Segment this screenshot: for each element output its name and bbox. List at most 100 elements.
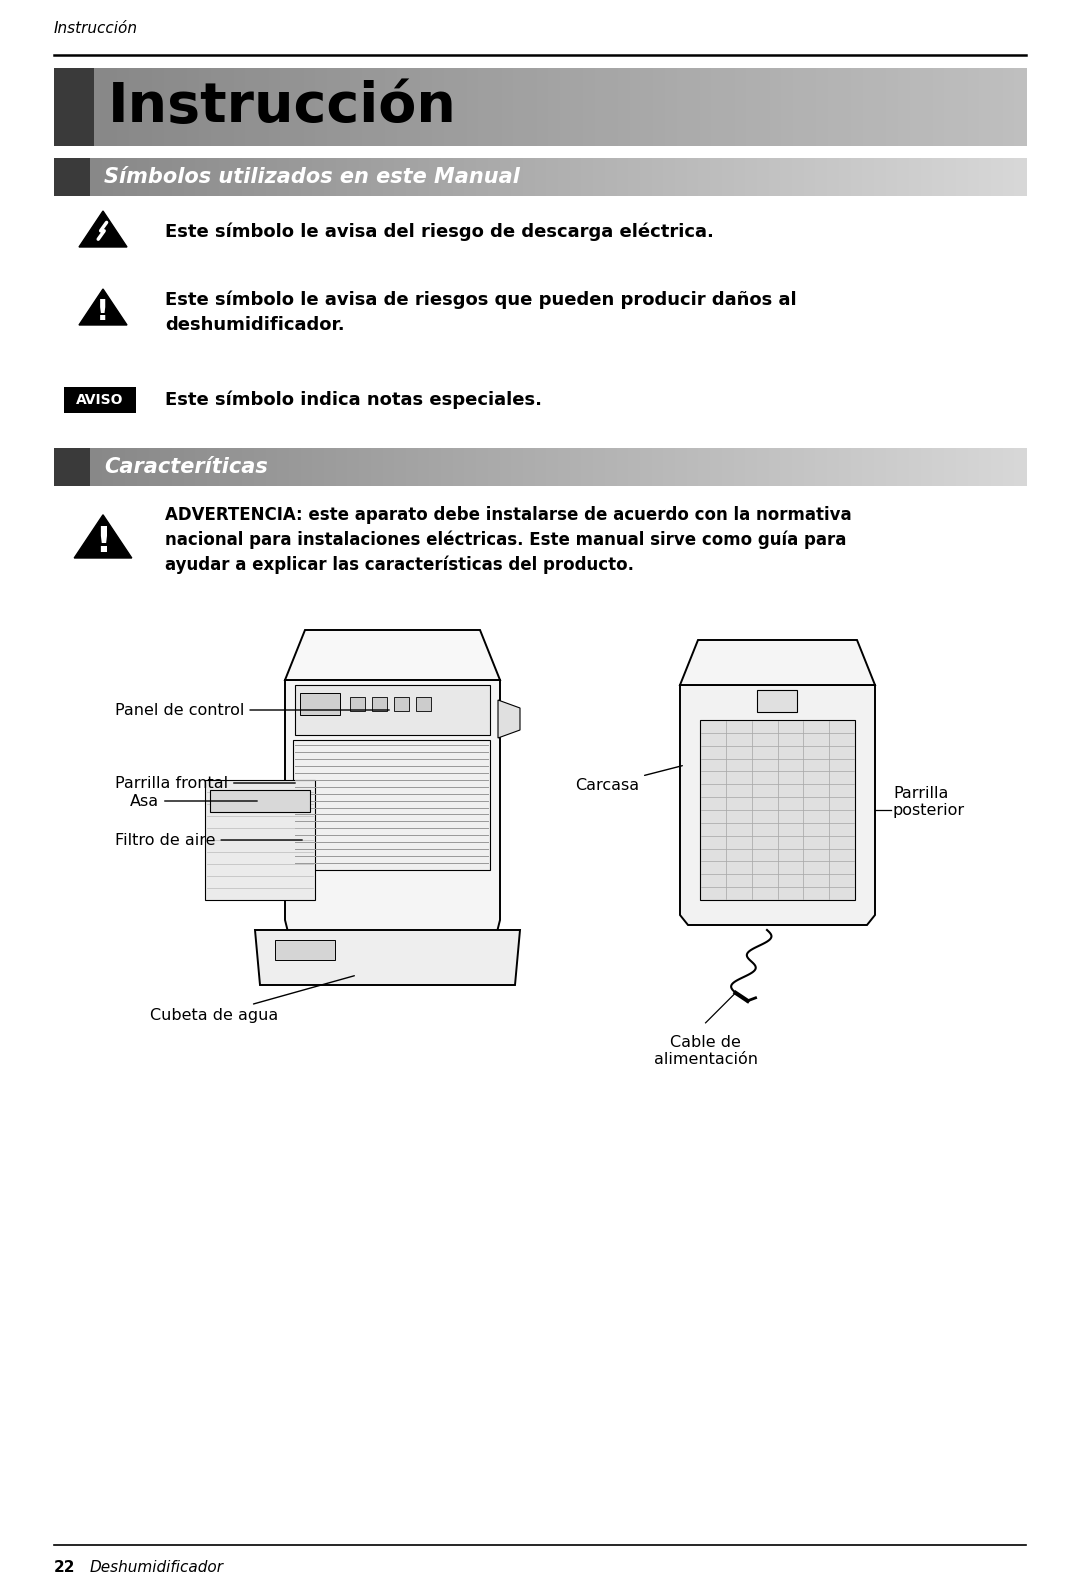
FancyBboxPatch shape — [125, 158, 138, 196]
FancyBboxPatch shape — [792, 448, 805, 486]
FancyBboxPatch shape — [278, 158, 289, 196]
FancyBboxPatch shape — [222, 68, 234, 146]
Text: deshumidificador.: deshumidificador. — [165, 317, 345, 334]
FancyBboxPatch shape — [476, 448, 489, 486]
FancyBboxPatch shape — [617, 448, 630, 486]
FancyBboxPatch shape — [863, 68, 876, 146]
Polygon shape — [79, 211, 127, 247]
FancyBboxPatch shape — [218, 448, 231, 486]
Polygon shape — [205, 780, 315, 901]
FancyBboxPatch shape — [137, 158, 149, 196]
FancyBboxPatch shape — [642, 68, 654, 146]
Polygon shape — [498, 700, 519, 738]
FancyBboxPatch shape — [639, 158, 652, 196]
FancyBboxPatch shape — [218, 158, 231, 196]
FancyBboxPatch shape — [897, 68, 910, 146]
FancyBboxPatch shape — [211, 68, 224, 146]
FancyBboxPatch shape — [733, 448, 746, 486]
FancyBboxPatch shape — [511, 158, 524, 196]
FancyBboxPatch shape — [549, 68, 561, 146]
FancyBboxPatch shape — [444, 68, 456, 146]
Polygon shape — [285, 681, 500, 940]
FancyBboxPatch shape — [1002, 158, 1015, 196]
FancyBboxPatch shape — [488, 448, 500, 486]
FancyBboxPatch shape — [897, 448, 910, 486]
FancyBboxPatch shape — [816, 68, 829, 146]
FancyBboxPatch shape — [581, 448, 594, 486]
FancyBboxPatch shape — [195, 448, 208, 486]
FancyBboxPatch shape — [118, 68, 130, 146]
FancyBboxPatch shape — [780, 448, 793, 486]
Text: Deshumidificador: Deshumidificador — [90, 1559, 224, 1575]
FancyBboxPatch shape — [933, 68, 945, 146]
Text: Cubeta de agua: Cubeta de agua — [150, 975, 354, 1023]
Text: ayudar a explicar las características del producto.: ayudar a explicar las características de… — [165, 556, 634, 575]
FancyBboxPatch shape — [781, 68, 794, 146]
FancyBboxPatch shape — [129, 68, 141, 146]
FancyBboxPatch shape — [617, 158, 630, 196]
Text: !: ! — [96, 298, 110, 326]
FancyBboxPatch shape — [160, 448, 173, 486]
FancyBboxPatch shape — [839, 68, 852, 146]
Text: Instrucción: Instrucción — [108, 81, 457, 135]
Text: Cable de
alimentación: Cable de alimentación — [653, 1035, 757, 1067]
Polygon shape — [275, 940, 335, 959]
FancyBboxPatch shape — [137, 448, 149, 486]
FancyBboxPatch shape — [968, 448, 981, 486]
Text: 22: 22 — [54, 1559, 76, 1575]
FancyBboxPatch shape — [980, 158, 991, 196]
FancyBboxPatch shape — [991, 158, 1003, 196]
FancyBboxPatch shape — [54, 68, 94, 146]
FancyBboxPatch shape — [172, 158, 185, 196]
Polygon shape — [210, 790, 310, 812]
Text: Carcasa: Carcasa — [575, 766, 683, 793]
FancyBboxPatch shape — [980, 448, 991, 486]
FancyBboxPatch shape — [851, 68, 864, 146]
FancyBboxPatch shape — [724, 68, 735, 146]
FancyBboxPatch shape — [991, 448, 1003, 486]
FancyBboxPatch shape — [416, 697, 431, 711]
FancyBboxPatch shape — [639, 448, 652, 486]
Text: nacional para instalaciones eléctricas. Este manual sirve como guía para: nacional para instalaciones eléctricas. … — [165, 530, 847, 549]
FancyBboxPatch shape — [839, 158, 851, 196]
FancyBboxPatch shape — [94, 68, 107, 146]
FancyBboxPatch shape — [453, 158, 465, 196]
FancyBboxPatch shape — [382, 158, 395, 196]
FancyBboxPatch shape — [804, 158, 816, 196]
FancyBboxPatch shape — [675, 158, 688, 196]
FancyBboxPatch shape — [408, 68, 421, 146]
FancyBboxPatch shape — [687, 448, 700, 486]
FancyBboxPatch shape — [160, 158, 173, 196]
FancyBboxPatch shape — [315, 68, 328, 146]
FancyBboxPatch shape — [453, 448, 465, 486]
FancyBboxPatch shape — [887, 68, 899, 146]
FancyBboxPatch shape — [675, 448, 688, 486]
FancyBboxPatch shape — [348, 448, 360, 486]
FancyBboxPatch shape — [535, 448, 548, 486]
FancyBboxPatch shape — [172, 448, 185, 486]
FancyBboxPatch shape — [359, 158, 372, 196]
FancyBboxPatch shape — [245, 68, 258, 146]
FancyBboxPatch shape — [687, 158, 700, 196]
FancyBboxPatch shape — [711, 158, 723, 196]
FancyBboxPatch shape — [292, 68, 305, 146]
FancyBboxPatch shape — [1014, 158, 1027, 196]
Text: Panel de control: Panel de control — [114, 703, 389, 717]
FancyBboxPatch shape — [464, 158, 477, 196]
FancyBboxPatch shape — [257, 68, 270, 146]
Text: Símbolos utilizados en este Manual: Símbolos utilizados en este Manual — [104, 166, 519, 187]
FancyBboxPatch shape — [336, 448, 349, 486]
FancyBboxPatch shape — [113, 158, 126, 196]
FancyBboxPatch shape — [909, 448, 921, 486]
FancyBboxPatch shape — [921, 68, 934, 146]
FancyBboxPatch shape — [359, 448, 372, 486]
FancyBboxPatch shape — [230, 448, 243, 486]
FancyBboxPatch shape — [607, 68, 619, 146]
FancyBboxPatch shape — [618, 68, 631, 146]
Polygon shape — [757, 690, 797, 712]
FancyBboxPatch shape — [102, 448, 114, 486]
FancyBboxPatch shape — [113, 448, 126, 486]
FancyBboxPatch shape — [523, 448, 536, 486]
FancyBboxPatch shape — [394, 697, 409, 711]
Text: Caracteríticas: Caracteríticas — [104, 457, 268, 476]
